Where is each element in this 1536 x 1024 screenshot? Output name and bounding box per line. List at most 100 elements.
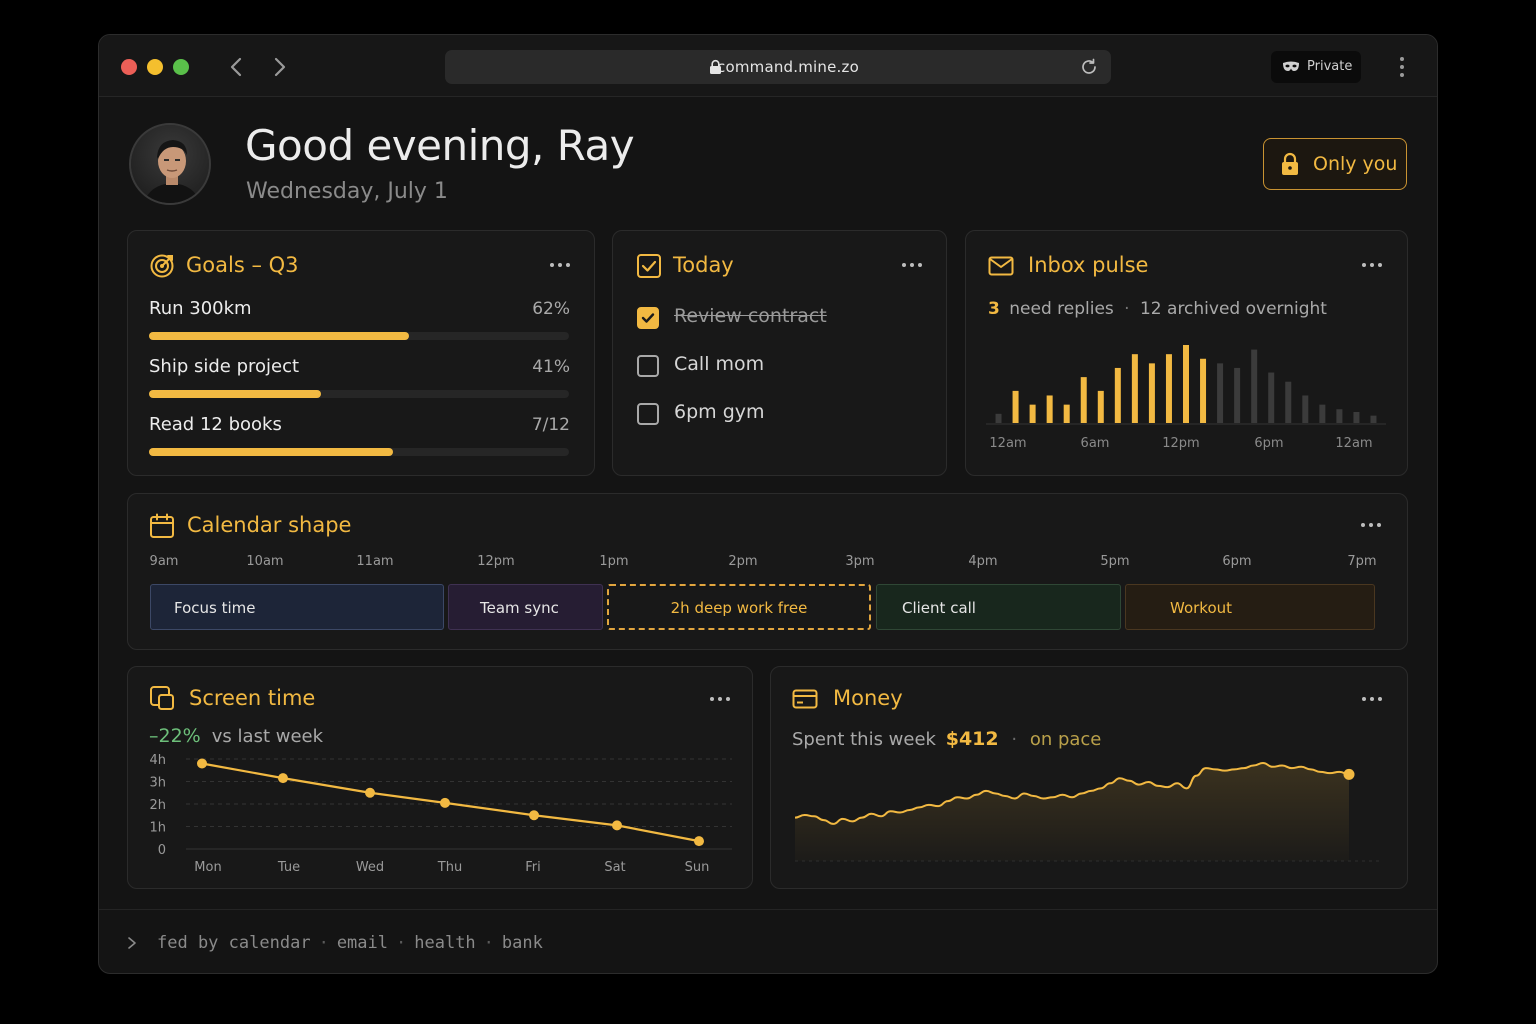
inbox-x-tick: 12am [989,436,1026,451]
goal-progress-fill [149,448,393,456]
screen-icon [150,686,174,710]
inbox-bar [1114,367,1121,423]
lock-icon [1282,152,1298,175]
event-label: Workout [1170,599,1233,617]
goals-title: Goals – Q3 [186,253,299,277]
inbox-bar [1336,409,1343,423]
time-tick: 1pm [599,554,629,569]
event-label: Team sync [480,599,559,617]
inbox-x-tick: 12pm [1162,436,1199,451]
calendar-free-slot[interactable]: 2h deep work free [607,584,871,630]
avatar[interactable] [129,123,211,205]
data-point [612,820,622,831]
source-calendar[interactable]: calendar [228,933,311,953]
inbox-bar-chart: 12am 6am 12pm 6pm 12am [986,345,1386,451]
goal-progress-track [149,448,569,456]
more-icon[interactable] [549,261,571,269]
data-point [365,787,375,798]
money-line [794,761,1350,825]
more-icon[interactable] [709,695,731,703]
close-window-button[interactable] [121,59,137,75]
screen-time-line [201,762,700,843]
browser-menu-icon[interactable] [1391,55,1413,79]
time-tick: 2pm [728,554,758,569]
event-label: 2h deep work free [670,599,808,617]
calendar-event-client-call[interactable]: Client call [876,584,1121,630]
separator-dot: · [1124,299,1130,319]
back-button[interactable] [223,53,251,81]
privacy-button[interactable]: Only you [1263,138,1407,190]
screen-time-title: Screen time [189,686,316,710]
more-icon[interactable] [1361,695,1383,703]
private-label: Private [1307,59,1353,74]
separator-dot: · [1011,729,1018,750]
goal-progress-value: 7/12 [531,415,570,435]
source-health[interactable]: health [414,933,476,953]
y-tick-label: 1h [149,821,166,836]
delta-label: vs last week [211,726,324,747]
calendar-event-workout[interactable]: Workout [1125,584,1375,630]
spent-label: Spent this week [792,729,936,750]
x-tick-label: Thu [437,860,462,875]
calendar-event-team-sync[interactable]: Team sync [448,584,603,630]
private-mode-badge[interactable]: Private [1271,51,1361,83]
more-icon[interactable] [1361,261,1383,269]
inbox-bar [1353,411,1360,423]
minimize-window-button[interactable] [147,59,163,75]
inbox-summary: 3 need replies · 12 archived overnight [988,299,1327,319]
money-area-chart [794,761,1381,862]
goal-progress-fill [149,332,410,340]
more-icon[interactable] [1360,521,1382,529]
money-summary: Spent this week $412 · on pace [792,728,1101,750]
x-tick-label: Mon [194,860,221,875]
todo-checkbox[interactable] [637,355,659,377]
address-bar[interactable]: command.mine.zo [445,50,1111,84]
inbox-bar [1046,395,1053,423]
todo-checkbox[interactable] [637,403,659,425]
chevron-right-icon [128,937,136,949]
y-tick-label: 3h [149,776,166,791]
goal-item[interactable]: Read 12 books 7/12 [148,414,570,458]
forward-button[interactable] [265,53,293,81]
maximize-window-button[interactable] [173,59,189,75]
data-point [440,797,450,808]
todo-checkbox[interactable] [637,307,659,329]
delta-percent: –22% [149,725,201,747]
inbox-bar [1183,345,1189,423]
y-tick-label: 2h [149,798,166,813]
today-card: Today Review contract Call mom 6pm gym [612,230,947,476]
goal-progress-track [149,390,569,398]
goal-name: Run 300km [149,298,252,319]
chevron-right-icon [274,57,286,77]
card-icon [792,689,818,709]
more-icon[interactable] [901,261,923,269]
inbox-bar [1319,404,1326,423]
x-tick-label: Wed [356,860,384,875]
goal-progress-value: 41% [532,357,570,377]
data-sources-line: fed by calendar · email · health · bank [157,933,543,953]
money-card: Money Spent this week $412 · on pace [770,666,1408,889]
calendar-event-focus[interactable]: Focus time [150,584,444,630]
today-title: Today [673,253,734,277]
goal-progress-fill [149,390,322,398]
y-tick-label: 4h [149,753,166,768]
goal-item[interactable]: Ship side project 41% [148,356,570,400]
data-point [197,758,207,769]
y-tick-label: 0 [158,843,166,858]
source-bank[interactable]: bank [501,933,543,953]
money-current-point [1343,768,1355,780]
inbox-bar [1268,372,1275,423]
goal-item[interactable]: Run 300km 62% [148,298,570,342]
todo-text: 6pm gym [674,401,765,423]
money-area [795,763,1349,861]
source-email[interactable]: email [336,933,388,953]
data-point [694,836,704,847]
inbox-x-tick: 6pm [1254,436,1283,451]
inbox-bar [1217,363,1224,423]
separator-dot: · [318,933,329,953]
browser-window: command.mine.zo Private [98,34,1438,974]
calendar-icon [150,513,174,538]
inbox-bar [1063,404,1070,423]
goal-name: Read 12 books [149,414,282,435]
reload-icon[interactable] [1079,57,1099,77]
